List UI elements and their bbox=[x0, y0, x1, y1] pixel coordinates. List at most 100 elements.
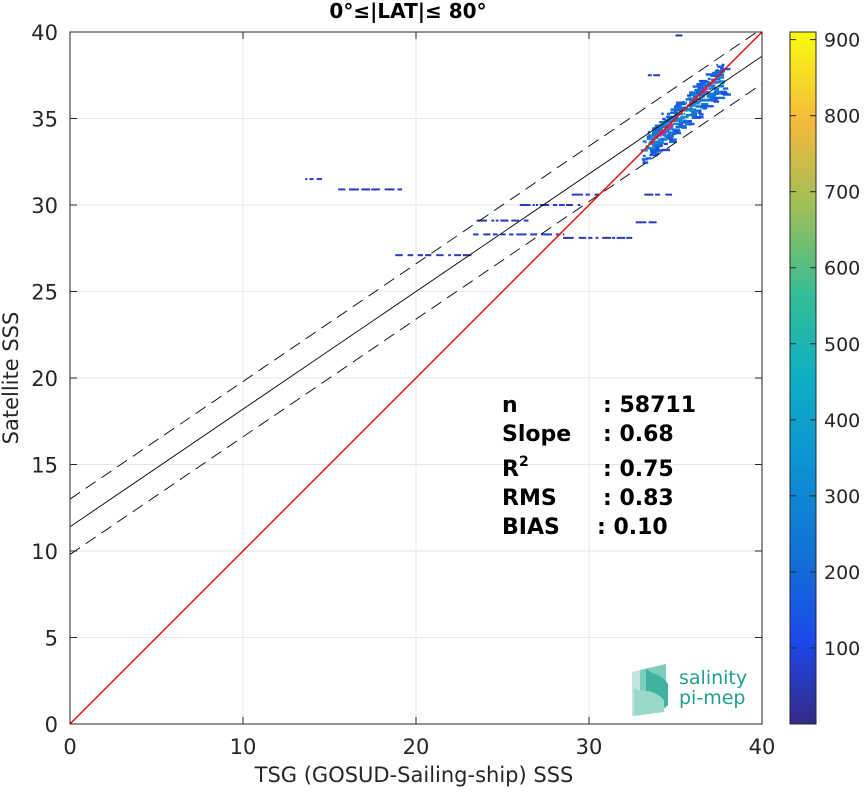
regression-lower-bound bbox=[70, 83, 762, 555]
density-cell bbox=[676, 101, 684, 104]
y-tick-label: 25 bbox=[31, 281, 58, 305]
density-cell bbox=[650, 152, 660, 155]
logo-text-line1: salinity bbox=[679, 667, 747, 689]
density-cell bbox=[673, 106, 678, 109]
density-cell bbox=[712, 71, 721, 75]
density-cell bbox=[692, 102, 700, 105]
density-cell bbox=[577, 204, 581, 206]
density-cell bbox=[682, 100, 685, 104]
density-cell bbox=[635, 221, 647, 224]
density-cell bbox=[685, 113, 691, 117]
density-cell bbox=[694, 93, 702, 97]
logo-waves-icon bbox=[632, 664, 668, 716]
density-cell bbox=[642, 154, 646, 158]
density-cell bbox=[667, 112, 670, 116]
density-cell bbox=[677, 104, 682, 108]
density-cell bbox=[523, 219, 529, 222]
density-cell bbox=[718, 85, 723, 88]
density-cell bbox=[655, 126, 664, 130]
density-cell bbox=[691, 93, 698, 96]
density-cell bbox=[707, 81, 713, 85]
stat-bias-label: BIAS bbox=[502, 515, 560, 540]
data-layer bbox=[70, 32, 762, 724]
density-cell bbox=[699, 98, 704, 102]
density-cell bbox=[683, 112, 686, 116]
density-cell bbox=[686, 119, 692, 123]
density-cell bbox=[697, 111, 702, 114]
density-cell bbox=[710, 74, 719, 77]
density-cell bbox=[657, 140, 661, 143]
y-tick-label: 35 bbox=[31, 108, 58, 132]
colorbar-tick-label: 200 bbox=[824, 562, 860, 584]
density-cell bbox=[673, 119, 683, 122]
density-cell bbox=[663, 142, 668, 146]
density-cell bbox=[500, 233, 506, 236]
density-cell bbox=[658, 134, 662, 137]
density-cell bbox=[662, 117, 666, 121]
density-cell bbox=[702, 107, 708, 110]
y-axis-label: Satellite SSS bbox=[0, 312, 23, 445]
density-cell bbox=[663, 137, 667, 140]
stat-n-value: : 58711 bbox=[603, 393, 696, 418]
density-cell bbox=[716, 78, 721, 81]
y-tick-label: 30 bbox=[31, 194, 58, 218]
y-tick-label: 40 bbox=[31, 21, 58, 45]
density-cell bbox=[602, 236, 612, 239]
density-cell bbox=[562, 233, 565, 236]
density-cell bbox=[492, 233, 498, 236]
density-cell bbox=[705, 90, 709, 93]
density-cell bbox=[675, 34, 683, 37]
density-cell bbox=[532, 204, 535, 206]
stat-r2-label: R2 bbox=[502, 454, 529, 482]
density-cell bbox=[588, 236, 593, 239]
density-cell bbox=[684, 119, 687, 122]
density-cell bbox=[454, 254, 462, 257]
density-cell bbox=[371, 188, 380, 191]
density-cell bbox=[407, 254, 414, 257]
density-cell bbox=[711, 86, 715, 90]
density-cell bbox=[692, 85, 696, 88]
logo-text-line2: pi-mep bbox=[679, 687, 745, 709]
density-cell bbox=[509, 233, 514, 236]
density-cell bbox=[716, 68, 719, 72]
density-cell bbox=[715, 81, 721, 84]
colorbar-tick-label: 700 bbox=[824, 182, 860, 204]
density-cell bbox=[473, 233, 479, 236]
density-cell bbox=[694, 98, 698, 101]
density-cell bbox=[714, 97, 719, 100]
density-cell bbox=[644, 140, 647, 144]
density-cell bbox=[535, 204, 539, 206]
density-cell bbox=[649, 153, 658, 157]
regression-line bbox=[70, 55, 762, 528]
density-cell bbox=[309, 178, 314, 181]
density-cell bbox=[713, 100, 720, 103]
density-cell bbox=[699, 85, 708, 89]
density-cell bbox=[594, 193, 600, 196]
density-cell bbox=[530, 233, 538, 236]
density-cell bbox=[716, 70, 721, 73]
density-cell bbox=[707, 105, 714, 108]
density-cell bbox=[662, 122, 669, 125]
density-cell bbox=[704, 87, 708, 90]
density-cell bbox=[650, 138, 654, 141]
density-cell bbox=[722, 87, 729, 90]
colorbar-tick-label: 400 bbox=[824, 410, 860, 432]
density-cell bbox=[717, 65, 724, 68]
density-cell bbox=[680, 115, 689, 119]
colorbar-tick-label: 300 bbox=[824, 486, 860, 508]
density-cell bbox=[713, 90, 723, 93]
density-cell bbox=[708, 87, 710, 90]
density-cell bbox=[417, 254, 423, 257]
density-cell bbox=[671, 132, 677, 136]
density-cell bbox=[695, 85, 702, 88]
density-cell bbox=[707, 77, 711, 81]
density-cell bbox=[563, 236, 574, 239]
density-cell bbox=[705, 73, 714, 76]
density-cell bbox=[689, 92, 696, 95]
density-cell bbox=[559, 204, 565, 206]
colorbar: 100 200 300 400 500 600 700 800 900 bbox=[789, 30, 860, 725]
density-cell bbox=[612, 236, 616, 239]
density-cell bbox=[595, 236, 599, 239]
density-cell bbox=[647, 134, 655, 137]
